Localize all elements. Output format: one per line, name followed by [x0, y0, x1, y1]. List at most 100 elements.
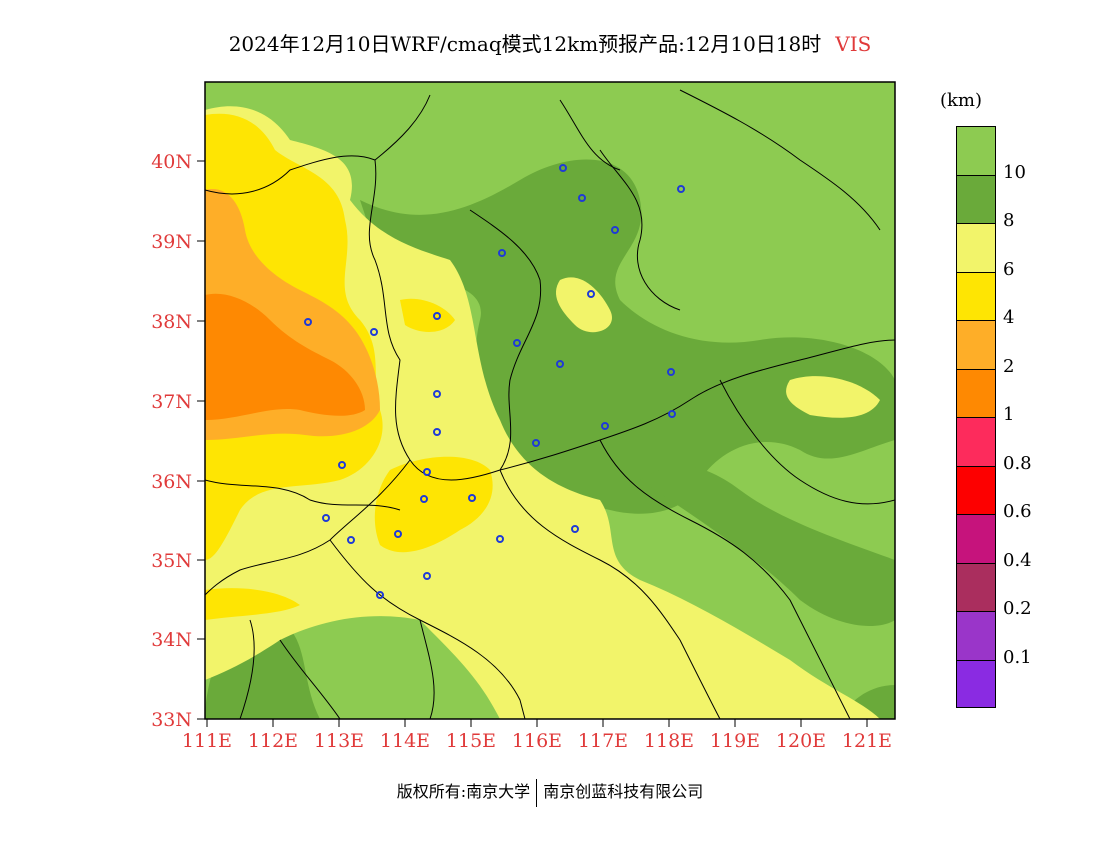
lat-label: 40N [151, 151, 192, 173]
boundary-line [719, 379, 895, 505]
station-marker [611, 226, 619, 234]
legend-swatch [956, 223, 996, 272]
title-variable: VIS [835, 32, 872, 56]
station-marker [496, 535, 504, 543]
chart-title: 2024年12月10日WRF/cmaq模式12km预报产品:12月10日18时 V… [0, 28, 1100, 57]
boundary-line [679, 89, 881, 231]
lat-label: 37N [151, 391, 192, 413]
boundary-line [499, 339, 895, 471]
footer-right: 南京创蓝科技有限公司 [543, 782, 704, 801]
station-marker [571, 525, 579, 533]
boundary-line [205, 94, 431, 195]
lon-label: 112E [248, 730, 298, 752]
legend-swatch [956, 126, 996, 175]
boundary-line [599, 439, 851, 719]
station-marker [433, 390, 441, 398]
station-marker [498, 249, 506, 257]
legend-label: 10 [1003, 161, 1026, 183]
boundary-line [205, 479, 401, 511]
legend-label: 8 [1003, 210, 1015, 231]
station-marker [347, 536, 355, 544]
legend-label: 6 [1003, 258, 1015, 280]
legend-unit: (km) [940, 90, 983, 111]
legend-label: 1 [1003, 404, 1015, 425]
station-marker [468, 494, 476, 502]
station-marker [587, 290, 595, 298]
station-marker [667, 368, 675, 376]
station-marker [668, 410, 676, 418]
vis-zone-1to2 [205, 293, 365, 420]
legend-label: 2 [1003, 355, 1015, 377]
vis-zone-8to10-east [640, 466, 895, 626]
legend-swatch [956, 659, 996, 708]
station-marker [532, 439, 540, 447]
legend-label: 0.1 [1003, 646, 1032, 668]
lat-label: 34N [151, 629, 192, 651]
legend-label: 0.6 [1003, 501, 1032, 522]
station-marker [376, 591, 384, 599]
lat-label: 33N [151, 709, 192, 731]
legend-swatch [956, 611, 996, 660]
vis-zone-4to6-north [400, 298, 455, 332]
footer: 版权所有:南京大学 南京创蓝科技有限公司 [0, 778, 1100, 807]
visibility-field [205, 82, 895, 719]
station-marker [420, 495, 428, 503]
legend-label: 0.8 [1003, 452, 1032, 474]
lon-label: 116E [512, 730, 562, 752]
station-marker [601, 422, 609, 430]
legend-swatch [956, 368, 996, 417]
station-marker [578, 194, 586, 202]
boundary-line [599, 149, 681, 311]
lat-label: 39N [151, 231, 192, 253]
boundary-line [419, 619, 435, 719]
legend-swatch [956, 562, 996, 611]
station-marker [559, 164, 567, 172]
vis-zone-4to6-south [205, 588, 300, 620]
axis-ticks [197, 160, 868, 727]
station-marker [322, 514, 330, 522]
station-marker [677, 185, 685, 193]
station-marker [433, 428, 441, 436]
lon-label: 119E [710, 730, 760, 752]
vis-zone-6to8-ne [555, 277, 612, 333]
footer-left: 版权所有:南京大学 [396, 782, 531, 801]
boundaries [205, 89, 895, 719]
legend-swatch [956, 514, 996, 563]
boundary-line [559, 99, 621, 171]
lon-label: 120E [776, 730, 826, 752]
lon-label: 115E [446, 730, 496, 752]
boundary-line [239, 619, 255, 719]
station-marker [394, 530, 402, 538]
station-marker [423, 572, 431, 580]
station-markers [304, 164, 685, 599]
legend-swatch [956, 465, 996, 514]
station-marker [304, 318, 312, 326]
legend-swatch [956, 271, 996, 320]
boundary-line [368, 159, 501, 481]
legend-label: 4 [1003, 307, 1015, 328]
station-marker [513, 339, 521, 347]
lat-label: 36N [151, 471, 192, 493]
boundary-line [469, 209, 542, 471]
lon-label: 114E [380, 730, 430, 752]
legend-swatch [956, 174, 996, 223]
lon-label: 117E [578, 730, 628, 752]
legend-label: 0.4 [1003, 549, 1032, 571]
lon-label: 113E [314, 730, 364, 752]
lon-label: 111E [182, 730, 232, 752]
station-marker [370, 328, 378, 336]
title-main: 2024年12月10日WRF/cmaq模式12km预报产品:12月10日18时 [228, 32, 822, 56]
lat-label: 38N [151, 311, 192, 333]
boundary-line [279, 639, 341, 719]
station-marker [338, 461, 346, 469]
legend-label: 0.2 [1003, 598, 1032, 619]
lon-label: 121E [842, 730, 892, 752]
vis-zone-6to8-east [786, 376, 880, 418]
station-marker [556, 360, 564, 368]
station-marker [423, 468, 431, 476]
station-marker [433, 312, 441, 320]
vis-zone-6to8 [205, 106, 880, 719]
lon-label: 118E [644, 730, 694, 752]
footer-separator [536, 778, 538, 807]
